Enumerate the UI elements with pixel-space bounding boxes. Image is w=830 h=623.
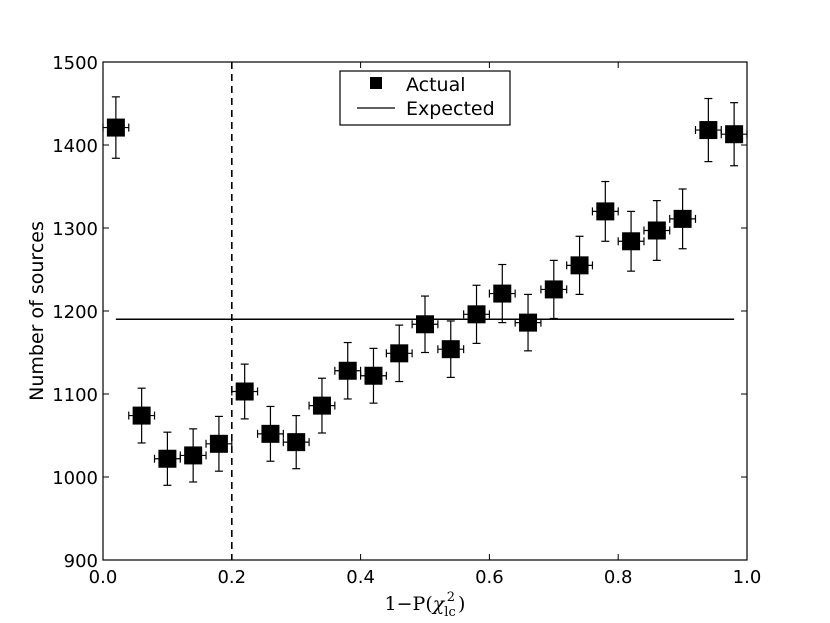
data-marker: [544, 280, 563, 299]
y-axis-label: Number of sources: [26, 221, 48, 401]
x-axis-label: 1−P(χlc2): [385, 590, 466, 620]
data-marker: [364, 366, 383, 385]
data-point: [463, 284, 490, 344]
data-marker: [416, 315, 434, 334]
data-marker: [106, 118, 125, 137]
axis-ticks: 0.0 0.2 0.4 0.6 0.8 1.0 900 1000 1100 1200 1300 140…: [52, 53, 761, 588]
data-point: [360, 347, 387, 404]
data-point: [488, 263, 516, 324]
data-point: [694, 97, 722, 163]
data-point: [437, 320, 465, 378]
data-marker: [596, 202, 615, 221]
x-tick-label: 0.2: [217, 567, 246, 588]
data-marker: [493, 284, 512, 303]
y-tick-label: 1400: [52, 136, 98, 157]
data-marker: [132, 406, 151, 425]
legend-marker-actual: [370, 77, 382, 89]
data-marker: [235, 382, 254, 401]
data-point: [128, 387, 156, 444]
legend-box: [339, 70, 511, 126]
data-point: [385, 324, 413, 383]
data-marker: [338, 361, 357, 380]
data-marker: [158, 449, 177, 468]
data-point: [540, 259, 568, 320]
data-point: [669, 188, 697, 250]
data-marker: [261, 424, 280, 443]
y-tick-label: 1500: [52, 53, 98, 74]
data-marker: [287, 433, 306, 452]
data-point: [566, 235, 594, 295]
data-point: [205, 415, 233, 472]
legend: Actual Expected: [339, 70, 511, 126]
data-point: [282, 414, 310, 470]
x-axis-label-prefix: 1−P(: [385, 593, 433, 615]
x-axis-label-suffix: ): [458, 593, 465, 615]
data-point: [514, 293, 542, 352]
data-marker: [725, 125, 744, 144]
y-tick-label: 1100: [52, 385, 98, 406]
data-marker: [673, 209, 692, 228]
data-point: [231, 363, 259, 420]
x-tick-label: 0.6: [475, 567, 504, 588]
data-marker: [519, 313, 538, 332]
data-point: [643, 200, 671, 261]
data-marker: [622, 232, 641, 251]
data-marker: [570, 256, 589, 275]
x-axis-label-chi: χ: [431, 593, 446, 615]
data-marker: [390, 344, 409, 363]
data-point: [308, 377, 336, 434]
data-point: [411, 295, 439, 354]
x-tick-label: 0.0: [89, 567, 118, 588]
x-tick-label: 1.0: [733, 567, 762, 588]
data-marker: [209, 434, 228, 453]
data-marker: [647, 221, 666, 240]
data-marker: [467, 305, 486, 324]
x-tick-label: 0.8: [604, 567, 633, 588]
data-marker: [312, 396, 331, 415]
data-point: [591, 180, 619, 242]
y-tick-label: 1000: [52, 468, 98, 489]
x-axis-label-superscript: 2: [447, 590, 455, 605]
data-point: [256, 405, 284, 462]
data-point: [334, 341, 362, 400]
data-marker: [184, 446, 203, 465]
data-point: [617, 210, 645, 272]
legend-label-expected: Expected: [406, 98, 495, 120]
data-point: [179, 428, 207, 483]
y-tick-label: 1300: [52, 219, 98, 240]
legend-label-actual: Actual: [406, 74, 466, 96]
data-marker: [699, 121, 718, 140]
plot-data: [102, 62, 748, 560]
y-tick-label: 1200: [52, 302, 98, 323]
x-axis-label-subscript: lc: [444, 605, 455, 620]
y-tick-label: 900: [64, 551, 98, 572]
x-tick-label: 0.4: [346, 567, 375, 588]
data-marker: [441, 340, 460, 359]
